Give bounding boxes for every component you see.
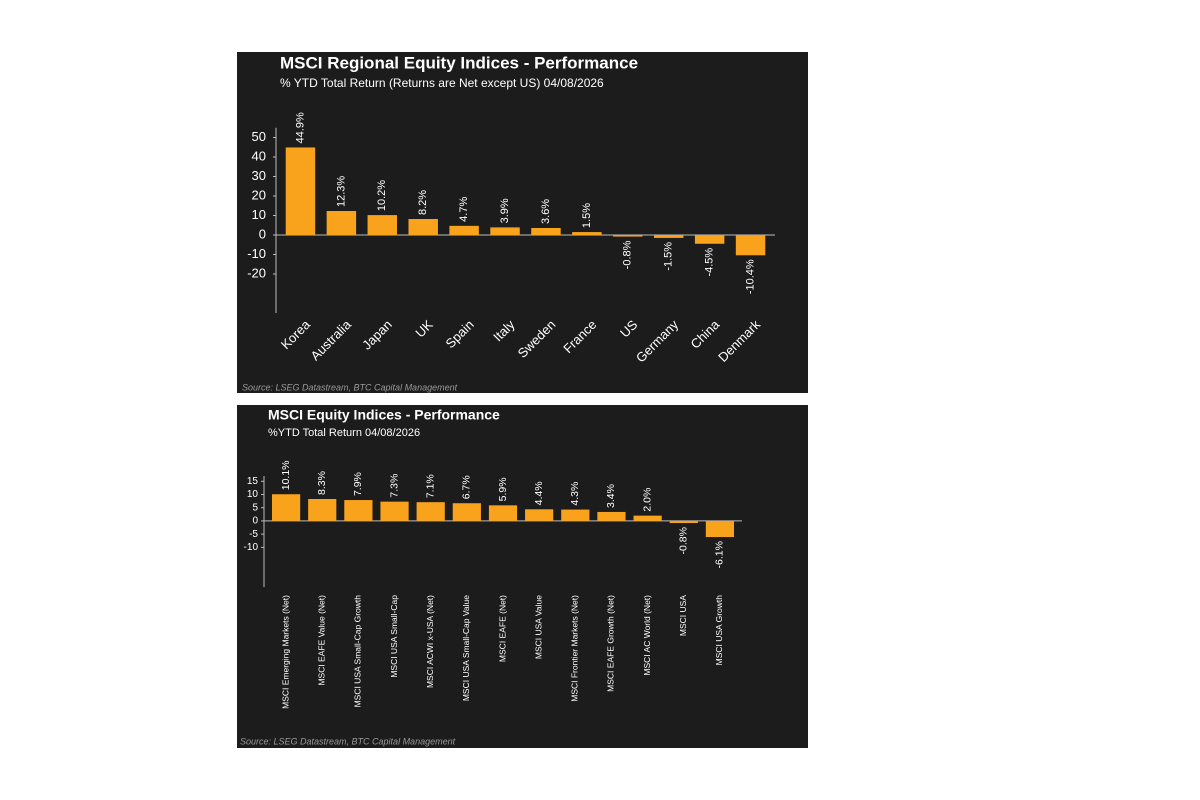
y-tick-label: 20 — [252, 187, 266, 202]
value-label: -1.5% — [663, 242, 675, 271]
value-label: 10.1% — [280, 460, 292, 490]
value-label: 4.7% — [458, 197, 470, 222]
y-tick-label: 30 — [252, 168, 266, 183]
value-label: 3.9% — [499, 198, 511, 223]
y-tick-label: 0 — [259, 226, 266, 241]
bar — [308, 498, 337, 521]
y-tick-label: 40 — [252, 148, 266, 163]
y-tick-label: 0 — [252, 516, 258, 527]
value-label: -0.8% — [622, 240, 634, 269]
y-tick-label: -10 — [244, 542, 259, 553]
bar — [705, 520, 735, 538]
bar — [380, 501, 409, 521]
bar — [572, 232, 602, 235]
bar — [416, 502, 445, 521]
value-label: 8.3% — [316, 471, 328, 495]
value-label: 7.3% — [388, 474, 400, 498]
x-tick-label: MSCI Emerging Markets (Net) — [280, 595, 290, 709]
chart-source: Source: LSEG Datastream, BTC Capital Man… — [242, 382, 458, 392]
x-tick-label: MSCI EAFE Growth (Net) — [606, 595, 616, 692]
y-tick-label: 10 — [252, 207, 266, 222]
bar — [271, 494, 301, 521]
bar — [326, 211, 357, 235]
x-tick-label: MSCI USA Small-Cap Value — [461, 595, 471, 701]
value-label: 4.3% — [569, 482, 581, 506]
bar — [367, 215, 398, 235]
value-label: 7.9% — [352, 472, 364, 496]
y-tick-label: 5 — [252, 502, 258, 513]
bar — [531, 227, 561, 235]
value-label: 4.4% — [533, 481, 545, 505]
bar — [735, 235, 766, 256]
value-label: 44.9% — [294, 112, 306, 143]
value-label: -0.8% — [678, 527, 690, 554]
bar — [694, 235, 725, 244]
x-tick-label: MSCI EAFE (Net) — [497, 595, 507, 662]
y-tick-label: 15 — [247, 476, 259, 487]
value-label: 10.2% — [376, 180, 388, 211]
y-tick-label: 10 — [247, 489, 259, 500]
chart-panel — [237, 405, 808, 748]
x-tick-label: MSCI USA Growth — [714, 595, 724, 666]
bar — [597, 511, 626, 521]
y-tick-label: -20 — [247, 265, 266, 280]
bar — [525, 509, 554, 521]
chart-title: MSCI Equity Indices - Performance — [268, 407, 500, 423]
y-tick-label: -5 — [249, 529, 258, 540]
bar — [490, 227, 520, 235]
y-tick-label: -10 — [247, 246, 266, 261]
bar — [449, 225, 479, 235]
value-label: 5.9% — [497, 477, 509, 501]
value-label: 2.0% — [641, 488, 653, 512]
x-tick-label: MSCI Frontier Markets (Net) — [570, 595, 580, 702]
x-tick-label: MSCI USA Small-Cap — [389, 595, 399, 678]
x-tick-label: MSCI ACWI x-USA (Net) — [425, 595, 435, 688]
x-tick-label: MSCI EAFE Value (Net) — [316, 595, 326, 686]
chart-subtitle: % YTD Total Return (Returns are Net exce… — [280, 76, 604, 90]
x-tick-label: MSCI USA — [678, 595, 688, 636]
bar — [613, 235, 643, 237]
value-label: 3.4% — [605, 484, 617, 508]
bar — [633, 515, 662, 521]
value-label: 6.7% — [461, 475, 473, 499]
y-tick-label: 50 — [252, 129, 266, 144]
x-tick-label: MSCI AC World (Net) — [642, 595, 652, 676]
value-label: -4.5% — [704, 248, 716, 277]
bar — [561, 509, 590, 521]
bar — [285, 147, 316, 235]
value-label: 7.1% — [424, 474, 436, 498]
bar — [408, 219, 438, 235]
bar — [452, 503, 481, 521]
chart-title: MSCI Regional Equity Indices - Performan… — [280, 53, 638, 72]
value-label: -10.4% — [744, 259, 756, 294]
value-label: 1.5% — [581, 203, 593, 228]
value-label: -6.1% — [714, 541, 726, 568]
chart-subtitle: %YTD Total Return 04/08/2026 — [268, 427, 420, 439]
bar — [344, 500, 373, 521]
value-label: 8.2% — [417, 190, 429, 215]
x-tick-label: MSCI USA Small-Cap Growth — [353, 595, 363, 708]
bar — [669, 520, 698, 524]
value-label: 3.6% — [540, 199, 552, 224]
chart-source: Source: LSEG Datastream, BTC Capital Man… — [240, 736, 456, 746]
bar — [488, 505, 518, 521]
value-label: 12.3% — [335, 176, 347, 207]
x-tick-label: MSCI USA Value — [533, 595, 543, 659]
bar — [653, 235, 684, 238]
